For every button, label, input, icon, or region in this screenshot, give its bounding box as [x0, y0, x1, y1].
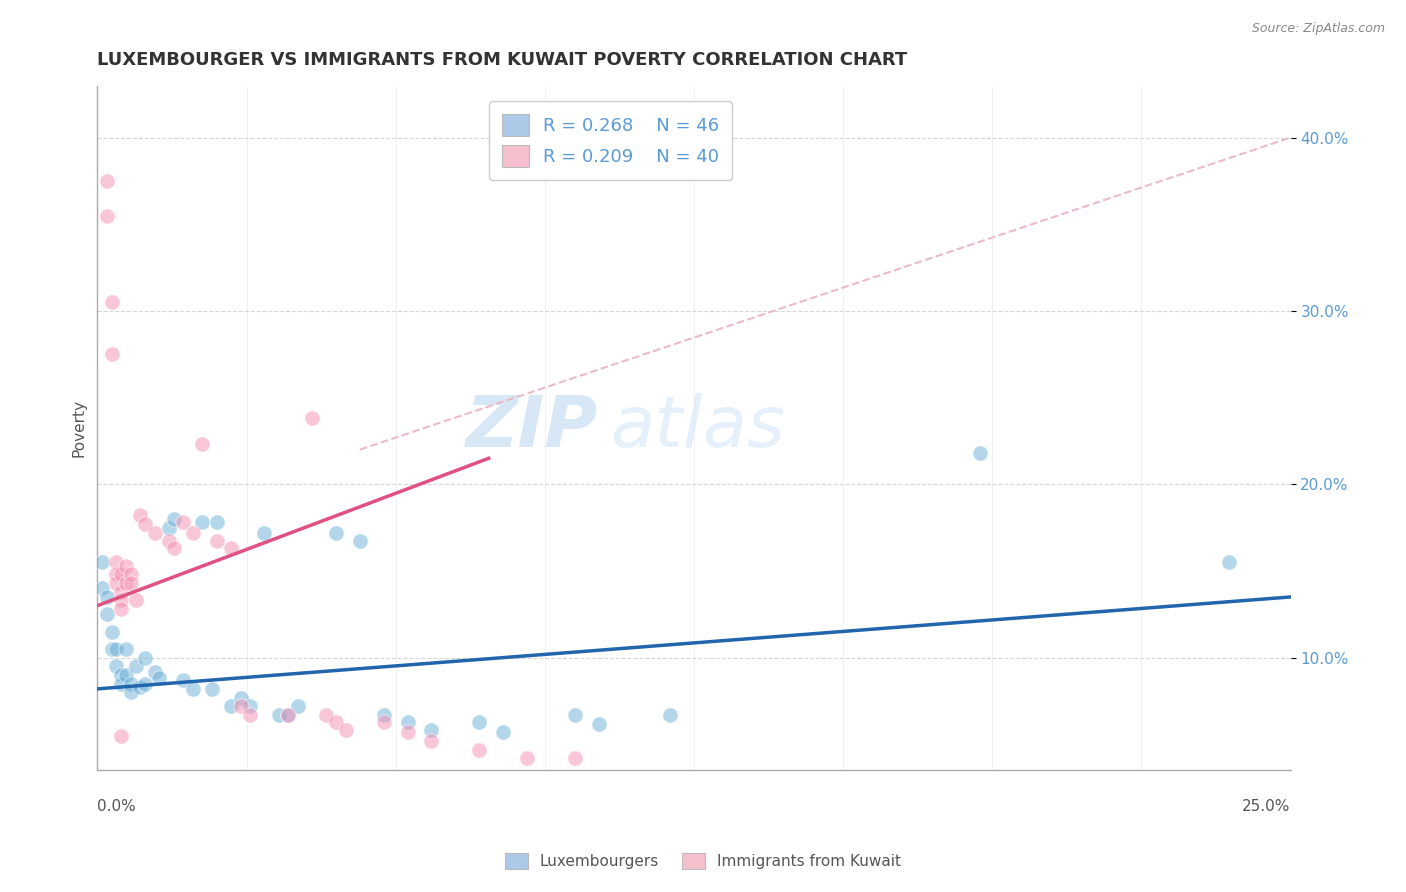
Text: 25.0%: 25.0%: [1243, 799, 1291, 814]
Point: [129, 680, 152, 694]
Point: [100, 295, 122, 310]
Point: [349, 534, 371, 549]
Point: [588, 716, 610, 731]
Point: [420, 723, 443, 738]
Point: [287, 699, 309, 714]
Point: [120, 576, 142, 591]
Point: [163, 541, 186, 556]
Point: [91, 555, 114, 569]
Text: LUXEMBOURGER VS IMMIGRANTS FROM KUWAIT POVERTY CORRELATION CHART: LUXEMBOURGER VS IMMIGRANTS FROM KUWAIT P…: [97, 51, 908, 69]
Point: [110, 602, 132, 616]
Point: [325, 714, 347, 729]
Point: [105, 642, 128, 657]
Point: [277, 707, 299, 722]
Point: [105, 576, 128, 591]
Point: [96, 590, 118, 604]
Point: [105, 555, 128, 569]
Point: [96, 607, 118, 622]
Point: [468, 714, 491, 729]
Point: [120, 567, 142, 582]
Point: [201, 681, 224, 696]
Point: [468, 742, 491, 756]
Point: [129, 508, 152, 523]
Point: [335, 723, 357, 738]
Point: [172, 673, 194, 688]
Point: [110, 729, 132, 743]
Point: [172, 516, 194, 530]
Point: [157, 521, 180, 535]
Point: [157, 534, 180, 549]
Point: [163, 512, 186, 526]
Point: [105, 567, 128, 582]
Point: [110, 676, 132, 690]
Point: [124, 593, 146, 607]
Point: [277, 707, 299, 722]
Point: [659, 707, 682, 722]
Point: [239, 707, 262, 722]
Point: [492, 725, 515, 739]
Point: [115, 558, 138, 573]
Point: [301, 411, 323, 425]
Point: [110, 567, 132, 582]
Point: [110, 593, 132, 607]
Point: [134, 676, 156, 690]
Point: [96, 174, 118, 188]
Text: 0.0%: 0.0%: [97, 799, 136, 814]
Point: [181, 525, 204, 540]
Point: [124, 659, 146, 673]
Y-axis label: Poverty: Poverty: [72, 399, 86, 457]
Point: [143, 665, 166, 679]
Point: [229, 699, 252, 714]
Point: [205, 516, 228, 530]
Point: [115, 576, 138, 591]
Point: [191, 437, 214, 451]
Text: atlas: atlas: [610, 393, 785, 462]
Point: [219, 699, 242, 714]
Point: [420, 734, 443, 748]
Point: [100, 624, 122, 639]
Text: ZIP: ZIP: [467, 393, 599, 462]
Point: [205, 534, 228, 549]
Point: [100, 347, 122, 361]
Point: [110, 584, 132, 599]
Point: [120, 676, 142, 690]
Point: [115, 642, 138, 657]
Point: [516, 751, 538, 765]
Point: [105, 659, 128, 673]
Point: [181, 681, 204, 696]
Point: [229, 690, 252, 705]
Point: [134, 650, 156, 665]
Point: [267, 707, 290, 722]
Point: [239, 699, 262, 714]
Point: [100, 642, 122, 657]
Point: [325, 525, 347, 540]
Point: [373, 707, 395, 722]
Point: [253, 525, 276, 540]
Point: [191, 516, 214, 530]
Point: [396, 714, 419, 729]
Point: [1218, 555, 1240, 569]
Point: [115, 668, 138, 682]
Point: [373, 714, 395, 729]
Point: [96, 209, 118, 223]
Point: [134, 517, 156, 532]
Point: [91, 582, 114, 596]
Point: [564, 751, 586, 765]
Legend: Luxembourgers, Immigrants from Kuwait: Luxembourgers, Immigrants from Kuwait: [499, 847, 907, 875]
Point: [110, 668, 132, 682]
Point: [315, 707, 337, 722]
Point: [969, 446, 991, 460]
Point: [120, 685, 142, 699]
Point: [148, 672, 170, 686]
Point: [219, 541, 242, 556]
Legend: R = 0.268    N = 46, R = 0.209    N = 40: R = 0.268 N = 46, R = 0.209 N = 40: [489, 102, 733, 180]
Point: [564, 707, 586, 722]
Text: Source: ZipAtlas.com: Source: ZipAtlas.com: [1251, 22, 1385, 36]
Point: [396, 725, 419, 739]
Point: [143, 525, 166, 540]
